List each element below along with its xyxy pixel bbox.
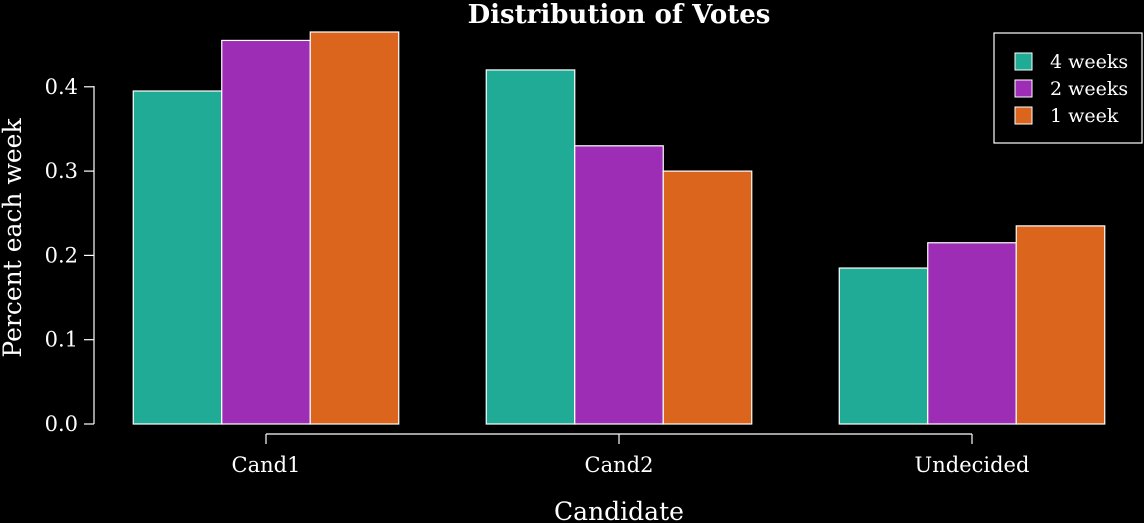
y-axis: 0.0 0.1 0.2 0.3 0.4: [45, 75, 95, 436]
bar-cand2-2-weeks: [574, 145, 664, 425]
x-axis: Cand1 Cand2 Undecided: [232, 433, 1030, 477]
bar-undecided-4-weeks: [838, 267, 929, 425]
bar-undecided-1-week: [1015, 225, 1106, 425]
legend-swatch: [1014, 79, 1033, 98]
bar-cand1-2-weeks: [221, 39, 311, 425]
legend-label: 1 week: [1050, 105, 1119, 127]
y-tick-label: 0.1: [45, 328, 78, 352]
y-tick-label: 0.4: [45, 75, 78, 99]
bar-cand1-4-weeks: [132, 90, 223, 425]
bar-group: [132, 31, 1106, 425]
bar-cand1-1-week: [309, 31, 400, 425]
legend-swatch: [1014, 52, 1033, 71]
chart-title: Distribution of Votes: [468, 0, 771, 30]
x-tick-label: Cand2: [585, 453, 654, 477]
bar-cand2-4-weeks: [485, 69, 576, 425]
legend-swatch: [1014, 106, 1033, 125]
bar-undecided-2-weeks: [927, 242, 1017, 425]
y-axis-title: Percent each week: [0, 118, 27, 358]
x-tick-label: Cand1: [232, 453, 301, 477]
y-tick-label: 0.3: [45, 159, 78, 183]
bar-cand2-1-week: [662, 170, 753, 425]
legend-label: 2 weeks: [1050, 78, 1128, 100]
legend: 4 weeks 2 weeks 1 week: [993, 32, 1143, 144]
x-axis-title: Candidate: [554, 497, 684, 523]
legend-box: [993, 32, 1143, 144]
y-tick-label: 0.2: [45, 243, 78, 267]
x-tick-label: Undecided: [915, 453, 1030, 477]
legend-label: 4 weeks: [1050, 51, 1128, 73]
y-tick-label: 0.0: [45, 412, 78, 436]
